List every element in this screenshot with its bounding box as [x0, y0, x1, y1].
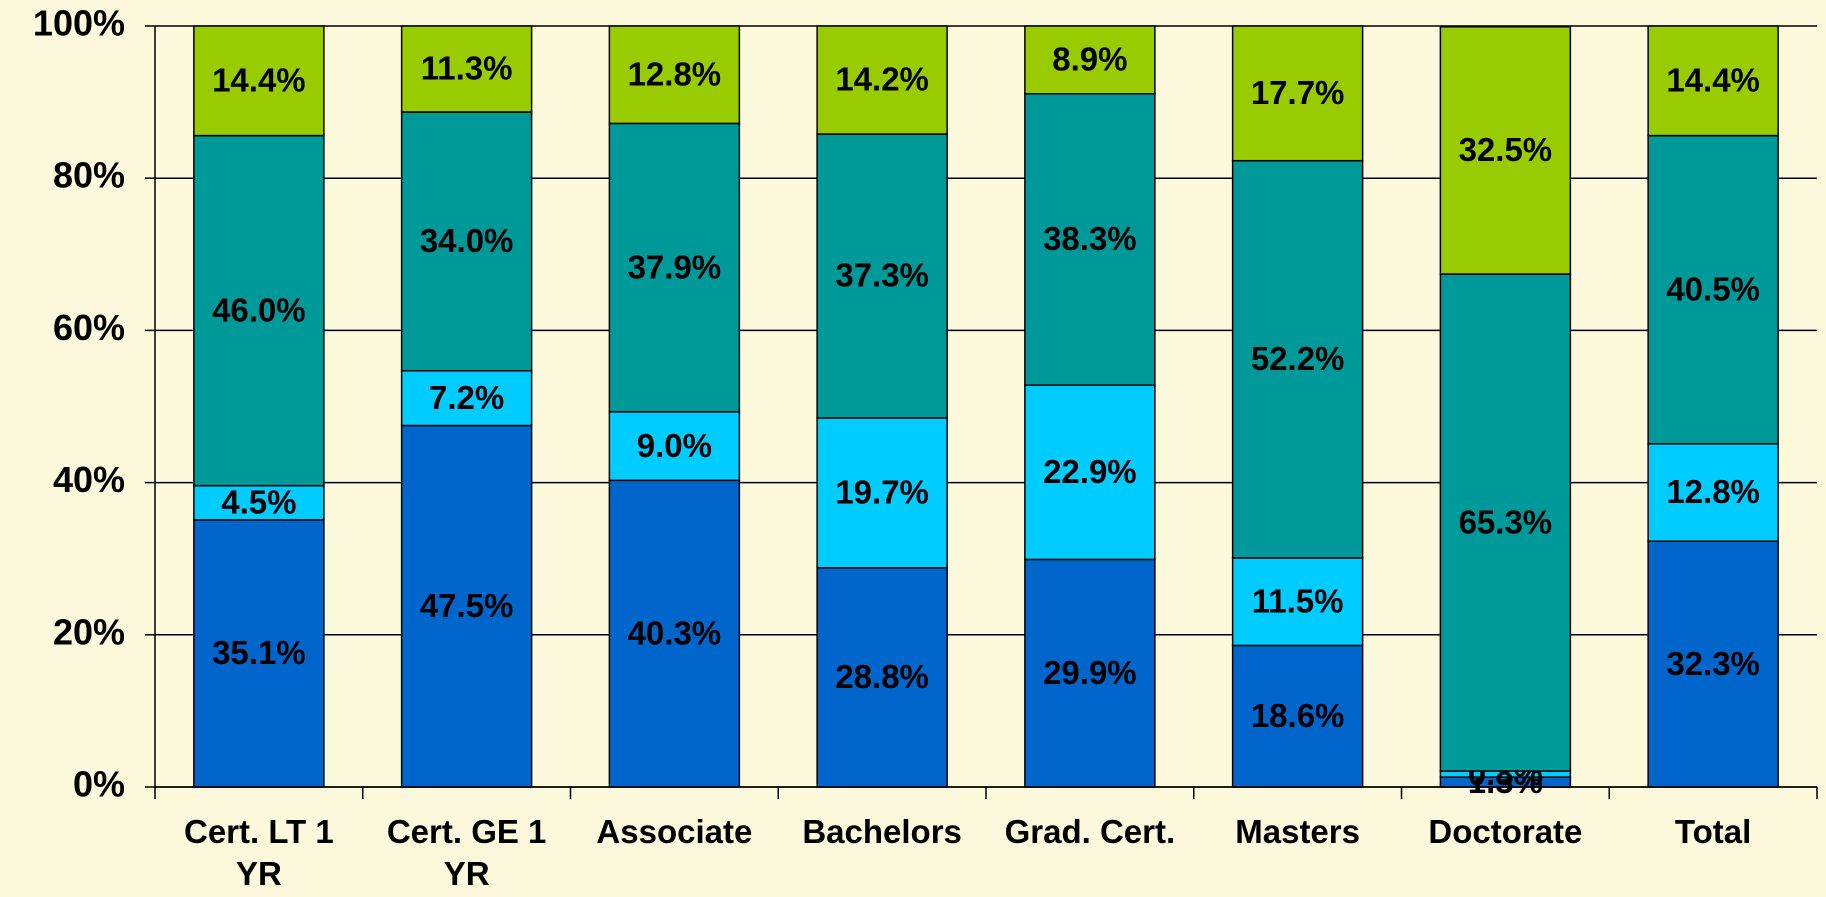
bar-segment — [608, 479, 741, 788]
bar-segment — [1647, 25, 1779, 137]
bar-segment — [816, 417, 948, 569]
bar-segment — [608, 25, 741, 125]
x-tick-label: Total — [1674, 813, 1752, 850]
bar-segment — [1024, 558, 1156, 788]
data-label: 9.0% — [637, 427, 712, 464]
bar-segment — [400, 424, 533, 788]
data-label: 14.2% — [835, 61, 929, 98]
data-label: 38.3% — [1043, 220, 1137, 257]
y-tick-label: 100% — [33, 3, 125, 44]
bar-segment — [193, 25, 325, 137]
x-tick-label: Grad. Cert. — [1004, 813, 1176, 850]
x-tick-label: Cert. GE 1 YR — [386, 813, 547, 893]
x-tick-label: Associate — [596, 813, 753, 850]
data-label: 12.8% — [628, 55, 722, 92]
bar-segment — [1024, 92, 1156, 386]
x-tick-label: Doctorate — [1428, 813, 1583, 850]
bar-segment — [816, 133, 948, 419]
y-tick-label: 60% — [53, 307, 125, 348]
data-label: 40.3% — [628, 614, 722, 651]
bar-segment — [1024, 384, 1156, 561]
data-label: 29.9% — [1043, 654, 1137, 691]
x-tick-label: Cert. LT 1 YR — [184, 813, 334, 893]
data-label: 14.4% — [1666, 62, 1760, 99]
y-tick-label: 80% — [53, 155, 125, 196]
data-label: 28.8% — [835, 658, 929, 695]
bar-segment — [1231, 25, 1364, 162]
data-label: 19.7% — [835, 474, 929, 511]
data-label: 40.5% — [1666, 270, 1760, 307]
data-label: 37.9% — [628, 248, 722, 285]
bar-segment — [1647, 134, 1779, 445]
bar-segment — [1024, 25, 1156, 95]
bar-segment — [608, 122, 741, 413]
data-label: 35.1% — [212, 634, 306, 671]
bar-segment — [816, 567, 948, 788]
bar-segment — [400, 111, 533, 372]
data-label: 65.3% — [1459, 503, 1553, 540]
y-tick-label: 0% — [73, 764, 125, 805]
bar-segment — [400, 369, 533, 427]
bar-segment — [193, 134, 325, 487]
data-label: 11.3% — [421, 50, 513, 87]
bar-segment — [1231, 557, 1364, 647]
data-label: 8.9% — [1052, 41, 1127, 78]
data-label: 7.2% — [429, 379, 504, 416]
data-label: 37.3% — [835, 257, 929, 294]
data-label: 14.4% — [212, 62, 306, 99]
data-label: 17.7% — [1251, 74, 1345, 111]
bar-segment — [816, 25, 948, 135]
data-label: 18.6% — [1251, 697, 1345, 734]
bar-segment — [1647, 443, 1779, 542]
data-label: 32.3% — [1666, 645, 1760, 682]
bar-segment — [1439, 26, 1572, 275]
data-label: 12.8% — [1666, 473, 1760, 510]
x-tick-label: Masters — [1235, 813, 1360, 850]
bar-segment — [1231, 644, 1364, 788]
data-label: 22.9% — [1043, 453, 1137, 490]
data-label: 47.5% — [420, 587, 514, 624]
bar-segment — [1439, 273, 1572, 772]
data-label: 11.5% — [1252, 582, 1344, 619]
data-label: 32.5% — [1459, 131, 1553, 168]
bar-segment — [400, 25, 533, 113]
data-label: 52.2% — [1251, 340, 1345, 377]
data-label: 34.0% — [420, 222, 514, 259]
data-label: 46.0% — [212, 291, 306, 328]
x-tick-label: Bachelors — [802, 813, 962, 850]
y-tick-label: 40% — [53, 459, 125, 500]
y-tick-label: 20% — [53, 611, 125, 652]
bar-segment — [1231, 159, 1364, 559]
data-label: 4.5% — [221, 483, 296, 520]
